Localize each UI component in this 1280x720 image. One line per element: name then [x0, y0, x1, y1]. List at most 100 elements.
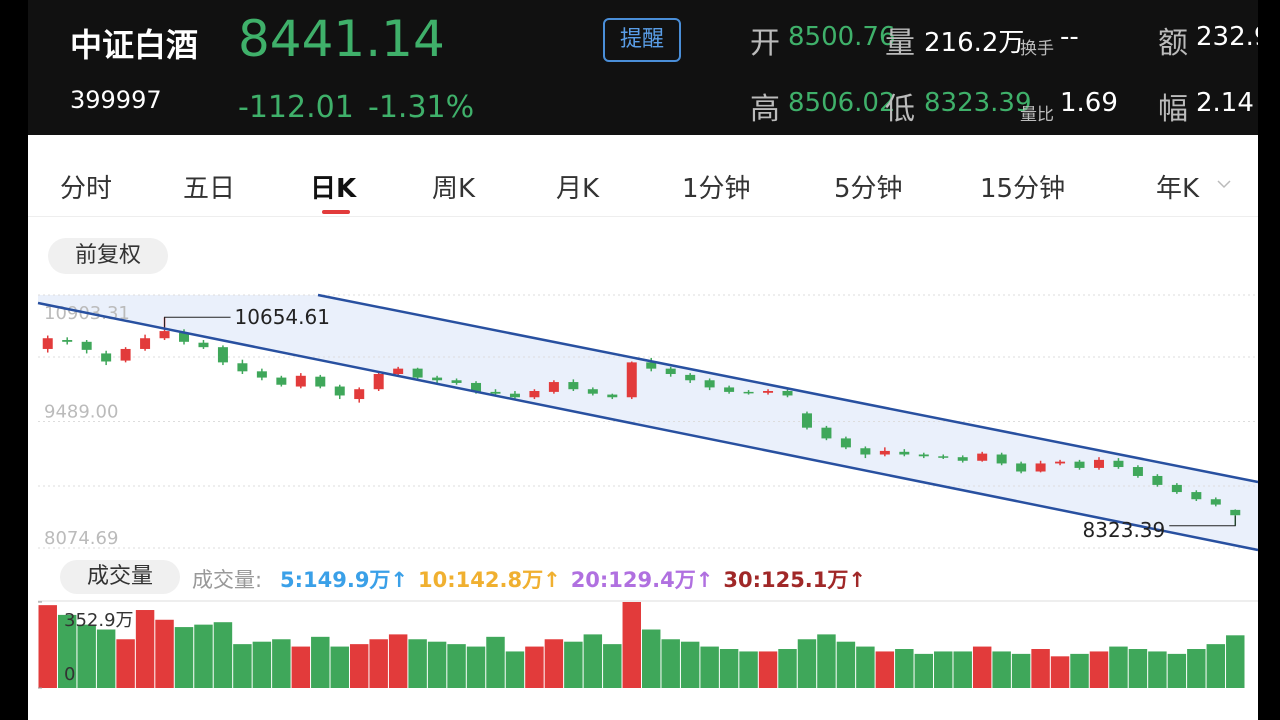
candle-body [1113, 460, 1124, 468]
bar [1167, 653, 1187, 688]
label: 量比 [1020, 105, 1054, 125]
adjust-pill[interactable]: 前复权 [48, 238, 168, 274]
value: 1.69 [1060, 88, 1118, 118]
index-code: 399997 [70, 86, 162, 114]
candle-body [996, 454, 1007, 464]
bar [96, 629, 116, 688]
tab[interactable]: 周K [432, 174, 476, 204]
candle-body [1191, 492, 1202, 500]
candle-body [256, 371, 267, 378]
bar [1011, 653, 1031, 688]
tab[interactable]: 月K [556, 174, 600, 204]
tab[interactable]: 1分钟 [682, 174, 751, 204]
candle-body [918, 454, 929, 457]
label: 额 [1158, 26, 1188, 61]
bar [875, 651, 895, 688]
bar [525, 646, 544, 688]
candle-body [860, 448, 871, 455]
candle-body [977, 453, 988, 461]
candle-body [724, 387, 735, 392]
bar [680, 641, 700, 688]
bar [116, 639, 135, 688]
tab[interactable]: 年K [1156, 174, 1200, 204]
candle-body [276, 377, 287, 385]
candle-body [704, 380, 715, 388]
candle-body [763, 390, 774, 393]
bar [57, 614, 77, 688]
candle-body [179, 332, 190, 342]
bar [934, 651, 953, 688]
candle-body [354, 389, 365, 400]
candle-body [938, 456, 949, 458]
bar [972, 646, 992, 688]
ma-legend-item: 20:129.4万↑ [570, 568, 714, 592]
bar [408, 639, 427, 688]
value: 216.2万 [924, 28, 1025, 58]
candle-body [1093, 459, 1104, 468]
candle-body [801, 413, 812, 428]
tab[interactable]: 分时 [60, 174, 113, 204]
bar [856, 646, 875, 688]
candle-body [237, 363, 248, 372]
bar [1031, 649, 1050, 688]
tab[interactable]: 日K [310, 174, 357, 204]
bar [817, 634, 836, 688]
dropdown-chevron [1217, 180, 1231, 189]
channel-line [317, 293, 1259, 484]
bar [486, 636, 505, 688]
bar [739, 651, 758, 688]
index-name: 中证白酒 [70, 26, 199, 64]
candle-body [373, 374, 384, 390]
bar [388, 634, 408, 688]
tab[interactable]: 5分钟 [834, 174, 903, 204]
tab[interactable]: 五日 [183, 174, 236, 204]
alert-button[interactable]: 提醒 [603, 18, 681, 62]
candle-body [509, 393, 520, 398]
bar [233, 644, 252, 688]
candle-body [568, 382, 579, 390]
candle-body [217, 347, 228, 363]
candle-body [81, 341, 92, 350]
change-pct: -1.31% [368, 90, 475, 125]
tab[interactable]: 15分钟 [980, 174, 1066, 204]
candle-body [471, 382, 482, 392]
volume-pill[interactable]: 成交量 [60, 560, 180, 594]
label: 开 [750, 26, 780, 61]
bar [1128, 649, 1148, 688]
bar [914, 653, 934, 688]
candle-body [899, 451, 910, 455]
bar [778, 649, 797, 688]
bar [758, 651, 778, 688]
min-label: 8323.39 [1083, 518, 1166, 542]
candle-body [1132, 467, 1143, 476]
change: -112.01 [238, 90, 354, 125]
candle-body [393, 368, 404, 375]
value: 2.14 [1196, 88, 1254, 118]
candle-body [62, 340, 73, 342]
bar [661, 639, 680, 688]
bar [719, 649, 739, 688]
tab-indicator [322, 210, 350, 214]
candle-body [315, 376, 326, 387]
bar [1050, 656, 1070, 688]
ma-legend: 5:149.9万↑ 10:142.8万↑ 20:129.4万↑ 30:125.1万↑ [280, 564, 876, 594]
ma-legend-item: 10:142.8万↑ [418, 568, 561, 592]
candle-body [821, 427, 832, 439]
bar [505, 651, 525, 688]
bar [272, 639, 291, 688]
candle-body [1230, 509, 1241, 516]
value: 8500.76 [788, 22, 896, 52]
candle-body [607, 394, 618, 398]
candle-body [840, 438, 851, 448]
candle-body [1074, 461, 1085, 468]
bar [77, 624, 96, 688]
y-tick-label: 9489.00 [44, 402, 118, 423]
bar [135, 610, 155, 688]
candle-body [159, 331, 170, 339]
bar [311, 636, 330, 688]
candle-body [295, 375, 306, 387]
candle-body [1055, 461, 1066, 464]
bar [369, 639, 388, 688]
